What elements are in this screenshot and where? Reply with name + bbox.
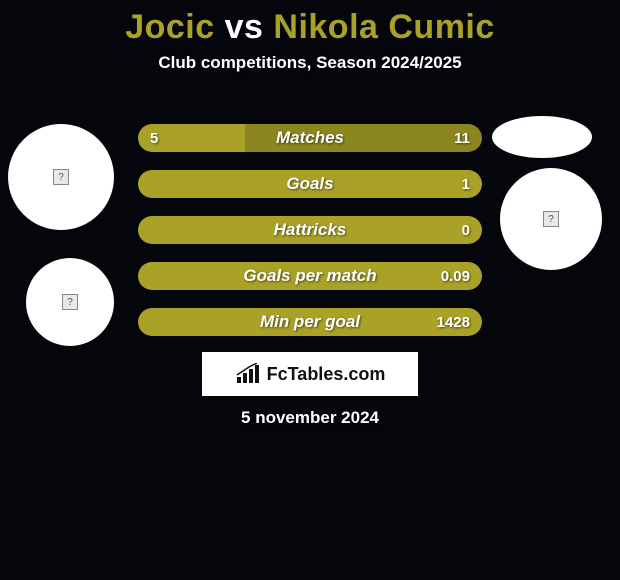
broken-image-icon: ?	[53, 169, 69, 185]
date-label: 5 november 2024	[0, 408, 620, 428]
stat-label: Matches	[138, 124, 482, 152]
broken-image-icon: ?	[543, 211, 559, 227]
comparison-title: Jocic vs Nikola Cumic	[0, 0, 620, 47]
vs-text: vs	[225, 8, 264, 46]
subtitle: Club competitions, Season 2024/2025	[0, 53, 620, 73]
player2-avatar-ellipse	[492, 116, 592, 158]
player2-avatar-large: ?	[500, 168, 602, 270]
bar-chart-icon	[235, 363, 261, 385]
player2-name: Nikola Cumic	[273, 8, 494, 46]
player1-avatar-large: ?	[8, 124, 114, 230]
stat-row: Goals per match0.09	[138, 262, 482, 290]
stat-label: Goals	[138, 170, 482, 198]
broken-image-icon: ?	[62, 294, 78, 310]
stat-row: Min per goal1428	[138, 308, 482, 336]
stat-value-right: 1	[462, 170, 470, 198]
stat-label: Goals per match	[138, 262, 482, 290]
stat-row: 5Matches11	[138, 124, 482, 152]
brand-badge: FcTables.com	[202, 352, 418, 396]
stat-bars: 5Matches11 Goals1 Hattricks0 Goals per matc…	[138, 124, 482, 354]
stat-label: Hattricks	[138, 216, 482, 244]
stat-value-right: 1428	[437, 308, 470, 336]
stat-label: Min per goal	[138, 308, 482, 336]
player1-avatar-small: ?	[26, 258, 114, 346]
stat-row: Hattricks0	[138, 216, 482, 244]
stat-row: Goals1	[138, 170, 482, 198]
stat-value-right: 11	[454, 124, 470, 152]
player1-name: Jocic	[125, 8, 214, 46]
brand-text: FcTables.com	[267, 364, 386, 385]
stat-value-right: 0.09	[441, 262, 470, 290]
stat-value-right: 0	[462, 216, 470, 244]
